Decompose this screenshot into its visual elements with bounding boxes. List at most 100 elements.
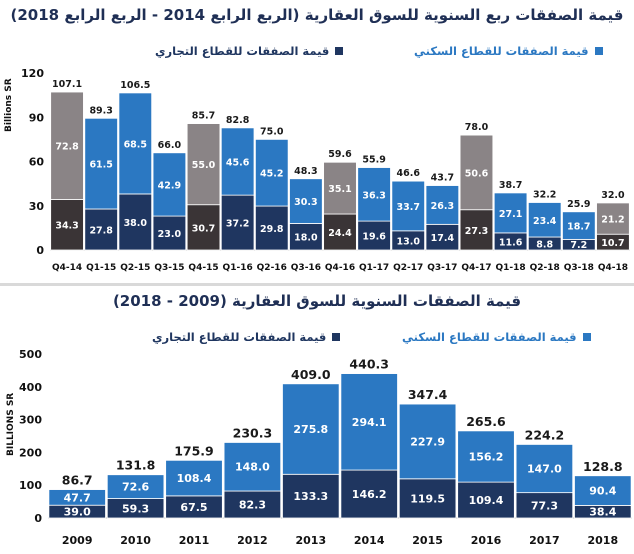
bar-residential [459,134,494,211]
bar-label-commercial: 18.0 [294,233,318,244]
bar-label-commercial: 109.4 [469,494,504,507]
x-tick-label: Q2-17 [393,263,423,273]
bar-residential [50,91,84,200]
bar-label-total: 46.6 [397,168,421,179]
bar-commercial [457,481,515,519]
bar-label-residential: 108.4 [177,472,212,485]
bar-commercial [398,478,457,519]
bar-label-commercial: 17.4 [431,233,455,244]
bar-residential [223,442,282,492]
annual-chart-panel: قيمة الصفقات السنوية للسوق العقارية (200… [0,286,634,554]
bar-label-commercial: 119.5 [410,492,445,505]
legend-commercial-label: قيمة الصفقات للقطاع التجاري [155,44,330,58]
bar-label-total: 89.3 [89,105,112,116]
bar-label-total: 48.3 [294,166,317,177]
bar-commercial [340,469,398,519]
bar-label-commercial: 13.0 [397,236,421,247]
panel-divider [0,283,634,286]
bar-residential [527,202,562,238]
bar-commercial [220,194,255,251]
bar-label-residential: 294.1 [352,416,387,429]
bar-commercial [323,213,357,251]
bar-label-residential: 30.3 [294,197,317,208]
bar-label-commercial: 27.8 [89,225,113,236]
bar-label-commercial: 37.2 [226,219,249,230]
bar-label-commercial: 39.0 [64,506,91,519]
bar-residential [186,123,221,206]
bar-label-total: 175.9 [174,443,214,458]
bar-residential [282,383,340,475]
bar-label-commercial: 34.3 [55,221,78,232]
bar-label-residential: 21.2 [601,215,624,226]
bar-commercial [50,199,84,251]
bar-label-commercial: 38.4 [589,506,616,519]
bar-label-total: 43.7 [431,173,454,184]
bar-residential [562,211,596,240]
bar-label-residential: 156.2 [469,451,504,464]
bar-label-commercial: 30.7 [192,223,215,234]
bar-label-residential: 45.6 [226,158,250,169]
bar-label-residential: 55.0 [192,160,216,171]
bar-label-residential: 27.1 [499,209,522,220]
x-tick-label: Q2-16 [257,263,287,273]
bar-label-commercial: 10.7 [601,238,624,249]
x-tick-label: Q4-18 [598,263,628,273]
bar-label-residential: 47.7 [64,491,91,504]
x-tick-label: Q1-18 [495,263,525,273]
bar-label-commercial: 23.0 [158,229,182,240]
annual-legend-residential-swatch [582,333,591,341]
bar-label-residential: 18.7 [567,222,590,233]
x-tick-label: Q3-18 [564,263,594,273]
y-tick-label: 0 [36,244,44,257]
bar-residential [357,167,391,222]
y-tick-label: 300 [19,414,42,427]
x-tick-label: 2016 [471,534,502,547]
bar-label-commercial: 67.5 [180,501,207,514]
y-tick-label: 90 [29,111,45,124]
bar-residential [84,117,118,210]
bar-label-residential: 275.8 [293,423,328,436]
x-tick-label: 2013 [295,534,326,547]
bar-label-total: 440.3 [349,357,389,372]
bar-label-residential: 72.6 [122,481,149,494]
bar-commercial [425,223,460,251]
bar-label-residential: 50.6 [465,168,489,179]
annual-legend-residential: قيمة الصفقات للقطاع السكني [402,330,591,344]
x-tick-label: Q1-17 [359,263,389,273]
x-tick-label: 2017 [529,534,560,547]
bar-label-total: 230.3 [233,425,273,440]
bar-commercial [459,209,494,251]
bar-label-total: 128.8 [583,459,623,474]
bar-label-total: 106.5 [120,80,150,91]
bar-label-residential: 227.9 [410,435,445,448]
bar-label-residential: 35.1 [328,184,351,195]
legend-residential-label: قيمة الصفقات للقطاع السكني [414,44,589,58]
bar-label-total: 55.9 [362,155,385,166]
bar-commercial [118,193,153,251]
bar-label-residential: 72.8 [55,142,79,153]
x-tick-label: Q4-14 [52,263,82,273]
bar-label-residential: 45.2 [260,169,283,180]
x-tick-label: Q3-17 [427,263,457,273]
bar-residential [596,202,630,235]
bar-label-total: 409.0 [291,367,331,382]
x-tick-label: 2018 [587,534,618,547]
bar-residential [391,180,426,232]
bar-residential [220,127,255,196]
bar-label-residential: 68.5 [124,139,147,150]
annual-legend-commercial: قيمة الصفقات للقطاع التجاري [152,330,341,344]
bar-commercial [282,473,340,519]
quarterly-chart-panel: قيمة الصفقات ربع السنوية للسوق العقارية … [4,6,630,273]
x-tick-label: 2012 [237,534,268,547]
bar-residential [574,475,632,506]
bar-residential [289,178,323,224]
annual-chart: 0 100 200 300 400 500 39.0 47.7 86.7 2009 59.3 72.6… [19,348,632,547]
bar-label-residential: 147.0 [527,463,562,476]
bar-residential [340,373,398,471]
y-tick-label: 100 [19,479,42,492]
bar-commercial [357,220,391,251]
bar-label-total: 265.6 [466,414,506,429]
quarterly-chart-title: قيمة الصفقات ربع السنوية للسوق العقارية … [10,6,624,24]
bar-label-commercial: 146.2 [352,488,387,501]
bar-label-residential: 61.5 [89,160,112,171]
